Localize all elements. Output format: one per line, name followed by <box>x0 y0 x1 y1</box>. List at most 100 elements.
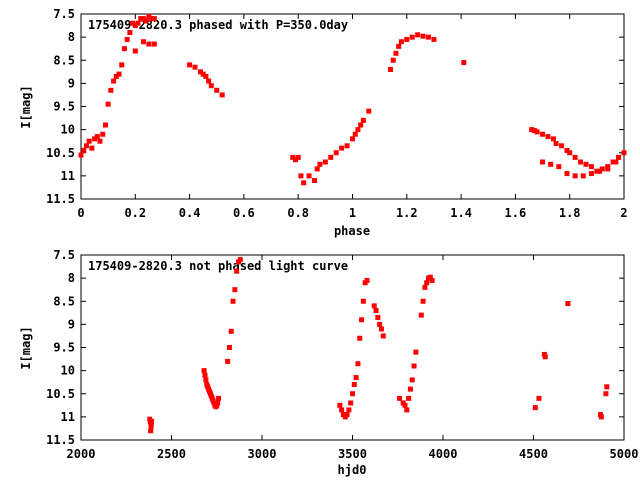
phased-data-point <box>151 41 157 47</box>
phased-data-point <box>567 150 573 156</box>
phased-plot-title: 175409-2820.3 phased with P=350.0day <box>88 18 348 32</box>
phased-data-point <box>127 30 133 35</box>
phased-x-tick-label: 0.8 <box>287 206 309 220</box>
phased-data-point <box>140 39 146 45</box>
phased-data-point <box>588 171 594 177</box>
phased-data-point <box>426 34 432 40</box>
phased-data-point <box>151 16 157 22</box>
phased-data-point <box>192 64 198 70</box>
raw-data-point <box>378 326 384 332</box>
phased-data-point <box>292 157 298 163</box>
raw-data-points <box>147 257 610 434</box>
phased-y-tick-label: 10.5 <box>46 146 75 160</box>
phased-data-point <box>328 154 334 160</box>
phased-data-point <box>610 159 616 165</box>
phased-data-point <box>559 143 565 149</box>
phased-data-point <box>219 92 225 98</box>
raw-x-tick-label: 5000 <box>610 447 639 461</box>
phased-data-point <box>298 173 304 179</box>
raw-y-tick-label: 10 <box>61 364 75 378</box>
raw-data-point <box>406 395 412 401</box>
raw-data-point <box>353 375 359 381</box>
phased-data-point <box>393 50 399 56</box>
raw-x-axis-label: hjd0 <box>338 463 367 477</box>
raw-data-point <box>149 419 155 424</box>
phased-plot-frame <box>80 13 625 200</box>
phased-data-point <box>350 136 355 142</box>
phased-x-tick-label: 0.2 <box>124 206 146 220</box>
phased-data-point <box>146 41 152 47</box>
raw-data-point <box>413 349 419 355</box>
raw-data-point <box>532 405 538 411</box>
phased-data-point <box>605 166 611 172</box>
phased-data-point <box>550 136 556 142</box>
phased-data-point <box>143 18 149 24</box>
phased-data-point <box>135 20 141 26</box>
phased-data-point <box>290 154 296 160</box>
phased-data-point <box>295 154 301 160</box>
raw-y-tick-label: 9 <box>68 317 75 331</box>
phased-data-point <box>130 20 136 26</box>
phased-data-point <box>81 147 87 153</box>
raw-y-tick-label: 8.5 <box>53 294 75 308</box>
phased-data-point <box>588 164 594 170</box>
raw-data-point <box>339 407 345 413</box>
phased-data-point <box>572 173 578 179</box>
phased-data-points <box>78 13 627 186</box>
raw-data-point <box>351 382 357 387</box>
raw-data-point <box>225 358 231 364</box>
phased-x-tick-label: 1.6 <box>505 206 527 220</box>
phased-data-point <box>86 138 92 144</box>
phased-y-tick-label: 7.5 <box>53 7 75 21</box>
phased-data-point <box>187 62 193 68</box>
phased-data-point <box>317 161 323 167</box>
phased-data-point <box>138 16 144 22</box>
phased-light-curve-panel: 175409-2820.3 phased with P=350.0day pha… <box>19 7 628 238</box>
raw-y-tick-label: 9.5 <box>53 341 75 355</box>
phased-data-point <box>208 83 214 89</box>
phased-data-point <box>409 34 415 40</box>
phased-x-tick-label: 0.6 <box>233 206 255 220</box>
phased-data-point <box>431 36 437 42</box>
phased-x-tick-label: 1.8 <box>559 206 581 220</box>
raw-plot-frame <box>80 254 625 441</box>
phased-data-point <box>572 154 578 160</box>
raw-data-point <box>598 414 604 420</box>
raw-data-point <box>380 333 386 339</box>
phased-data-point <box>203 73 209 79</box>
raw-data-point <box>424 280 430 286</box>
phased-data-point <box>540 131 546 137</box>
raw-data-point <box>203 377 209 383</box>
phased-y-tick-label: 9.5 <box>53 100 75 114</box>
raw-data-point <box>226 345 232 350</box>
phased-data-point <box>102 122 108 128</box>
phased-data-point <box>206 78 212 84</box>
phased-data-point <box>119 62 125 68</box>
raw-x-tick-label: 2500 <box>157 447 186 461</box>
phased-y-tick-label: 8 <box>68 30 75 44</box>
raw-data-point <box>373 308 379 313</box>
raw-data-point <box>603 391 609 397</box>
phased-data-point <box>556 164 562 170</box>
raw-data-point <box>350 391 355 397</box>
phased-data-point <box>94 134 100 140</box>
raw-data-point <box>230 298 236 304</box>
raw-data-point <box>411 363 417 369</box>
raw-data-point <box>148 423 154 429</box>
phased-y-tick-label: 8.5 <box>53 53 75 67</box>
phased-data-point <box>197 69 203 75</box>
raw-data-point <box>429 277 435 283</box>
phased-data-point <box>311 178 317 183</box>
raw-data-point <box>237 257 243 263</box>
phased-data-point <box>108 87 114 93</box>
raw-data-point <box>355 361 361 367</box>
phased-data-point <box>89 145 95 151</box>
raw-data-point <box>604 384 610 390</box>
phased-data-point <box>140 16 146 22</box>
raw-plot-title: 175409-2820.3 not phased light curve <box>88 259 348 273</box>
phased-data-point <box>146 13 152 19</box>
phased-data-point <box>396 43 402 49</box>
raw-data-point <box>402 402 408 408</box>
phased-data-point <box>111 78 117 84</box>
phased-data-point <box>540 159 546 165</box>
